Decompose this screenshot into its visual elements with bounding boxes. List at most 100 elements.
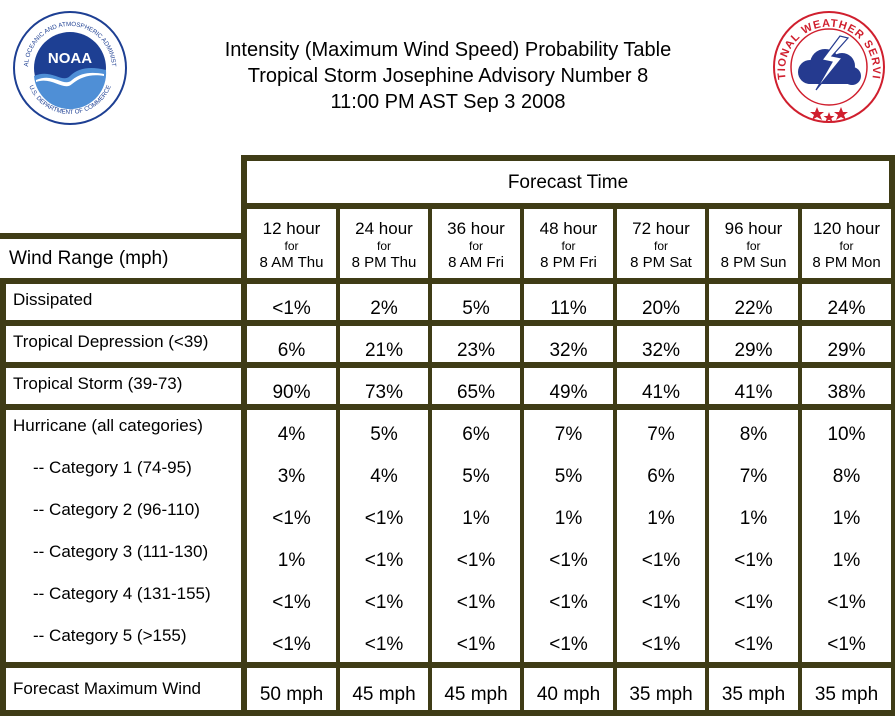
page-title: Intensity (Maximum Wind Speed) Probabili… bbox=[150, 37, 746, 115]
value-cell bbox=[340, 410, 428, 662]
table-value: 5% bbox=[462, 298, 490, 319]
table-value: 1% bbox=[832, 550, 861, 571]
value-cell bbox=[524, 368, 613, 404]
value-cell bbox=[247, 410, 336, 662]
table-value: 41% bbox=[641, 382, 681, 403]
table-value: <1% bbox=[364, 508, 404, 529]
column-header: 24 hour for 8 PM Thu bbox=[340, 219, 428, 272]
value-cell bbox=[524, 326, 613, 362]
table-value: <1% bbox=[364, 634, 404, 655]
column-header-for: for bbox=[746, 239, 761, 253]
row-label-cell bbox=[6, 410, 241, 662]
table-value: 49% bbox=[549, 382, 588, 403]
column-header: 72 hour for 8 PM Sat bbox=[617, 219, 705, 272]
value-cell bbox=[802, 284, 891, 320]
value-cell bbox=[617, 284, 705, 320]
table-value: 20% bbox=[641, 298, 681, 319]
table-value: 90% bbox=[272, 382, 311, 403]
row-label: -- Category 5 (>155) bbox=[33, 626, 187, 645]
column-header-hour: 24 hour bbox=[355, 219, 413, 238]
column-header-cell bbox=[432, 209, 520, 278]
value-cell bbox=[432, 668, 520, 710]
column-header-time: 8 PM Sun bbox=[720, 254, 787, 271]
row-label-cell bbox=[6, 284, 241, 320]
table-value: 3% bbox=[277, 466, 306, 487]
table-value: 8% bbox=[832, 466, 861, 487]
row-label: -- Category 3 (111-130) bbox=[33, 542, 209, 561]
table-value: <1% bbox=[827, 592, 866, 613]
table-value: 38% bbox=[827, 382, 866, 403]
table-value: <1% bbox=[272, 298, 311, 319]
table-value: <1% bbox=[734, 592, 773, 613]
table-value: <1% bbox=[364, 550, 404, 571]
row-label: -- Category 1 (74-95) bbox=[33, 458, 192, 477]
nws-logo: NATIONAL WEATHER SERVICE bbox=[770, 8, 885, 123]
table-value: 2% bbox=[370, 298, 398, 319]
table-value: 4% bbox=[277, 424, 306, 445]
row-label: Tropical Depression (<39) bbox=[13, 332, 209, 351]
table-value: 35 mph bbox=[814, 684, 879, 705]
row-label-cell bbox=[6, 668, 241, 710]
wind-range-cell bbox=[0, 239, 241, 278]
row-label: -- Category 4 (131-155) bbox=[33, 584, 211, 603]
table-value: 41% bbox=[734, 382, 773, 403]
noaa-logo-text: NOAA bbox=[48, 50, 92, 67]
row-label-cell bbox=[6, 326, 241, 362]
title-line-2: Tropical Storm Josephine Advisory Number… bbox=[247, 65, 649, 87]
table-value: 32% bbox=[549, 340, 588, 361]
value-cell bbox=[247, 368, 336, 404]
column-header-hour: 120 hour bbox=[812, 219, 881, 238]
column-header-cell bbox=[617, 209, 705, 278]
table-value: 7% bbox=[554, 424, 583, 445]
column-header-hour: 96 hour bbox=[724, 219, 783, 238]
value-cell bbox=[340, 668, 428, 710]
value-cell bbox=[524, 284, 613, 320]
table-value: 45 mph bbox=[352, 684, 416, 705]
table-value: 1% bbox=[739, 508, 768, 529]
table-value: 45 mph bbox=[444, 684, 508, 705]
column-header-time: 8 PM Fri bbox=[540, 254, 597, 271]
table-value: <1% bbox=[272, 592, 311, 613]
table-value: <1% bbox=[549, 592, 588, 613]
row-label: -- Category 2 (96-110) bbox=[33, 500, 200, 519]
column-header: 12 hour for 8 AM Thu bbox=[247, 220, 336, 272]
table-value: <1% bbox=[641, 634, 681, 655]
column-header-hour: 72 hour bbox=[632, 219, 690, 238]
column-header-for: for bbox=[839, 239, 854, 253]
value-cell bbox=[524, 410, 613, 662]
table-value: 5% bbox=[462, 466, 490, 487]
table-value: <1% bbox=[734, 550, 773, 571]
value-cell bbox=[802, 326, 891, 362]
table-value: 5% bbox=[370, 424, 398, 445]
table-value: <1% bbox=[456, 592, 496, 613]
star-icon bbox=[834, 107, 848, 120]
column-header-time: 8 AM Thu bbox=[259, 254, 324, 271]
column-header-time: 8 PM Sat bbox=[630, 254, 692, 271]
table-value: 1% bbox=[277, 550, 306, 571]
row-label: Dissipated bbox=[13, 290, 93, 309]
column-header: 48 hour for 8 PM Fri bbox=[524, 219, 613, 272]
value-cell bbox=[617, 326, 705, 362]
value-cell bbox=[340, 284, 428, 320]
value-cell bbox=[432, 410, 520, 662]
table-value: <1% bbox=[272, 634, 311, 655]
value-cell bbox=[709, 284, 798, 320]
column-header-cell bbox=[247, 209, 336, 278]
value-cell bbox=[432, 326, 520, 362]
table-value: <1% bbox=[549, 634, 588, 655]
table-value: 6% bbox=[277, 340, 306, 361]
column-header-for: for bbox=[468, 239, 483, 253]
table-value: <1% bbox=[827, 634, 866, 655]
column-header-hour: 48 hour bbox=[539, 219, 598, 238]
table-value: 4% bbox=[370, 466, 398, 487]
table-value: 35 mph bbox=[721, 684, 786, 705]
table-value: 50 mph bbox=[259, 684, 324, 705]
table-value: <1% bbox=[549, 550, 588, 571]
table-value: <1% bbox=[364, 592, 404, 613]
table-value: 1% bbox=[647, 508, 675, 529]
table-value: 22% bbox=[734, 298, 773, 319]
column-header-for: for bbox=[653, 239, 668, 253]
column-header-hour: 36 hour bbox=[447, 219, 505, 238]
star-icon bbox=[823, 112, 835, 122]
column-header-cell bbox=[709, 209, 798, 278]
